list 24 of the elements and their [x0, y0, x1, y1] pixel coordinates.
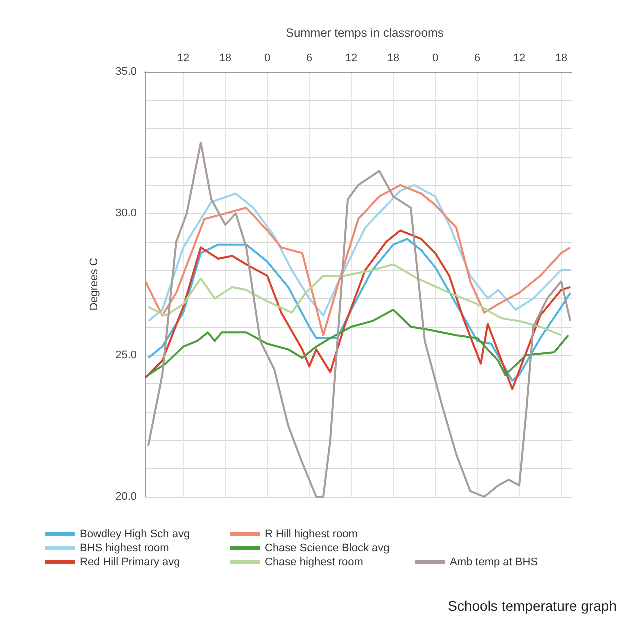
legend-label: Chase highest room [265, 556, 364, 568]
y-tick-label: 35.0 [116, 66, 137, 78]
x-tick-label: 0 [264, 52, 271, 64]
legend-label: R Hill highest room [265, 528, 358, 540]
x-tick-label: 12 [345, 52, 358, 64]
x-tick-label: 18 [219, 52, 232, 64]
x-tick-label: 12 [513, 52, 526, 64]
x-tick-label: 6 [306, 52, 313, 64]
legend-label: Chase Science Block avg [265, 542, 390, 554]
x-tick-label: 18 [387, 52, 400, 64]
y-tick-label: 25.0 [116, 349, 137, 362]
y-axis-title: Degrees C [88, 258, 100, 311]
x-tick-label: 18 [555, 52, 568, 64]
chart-title: Summer temps in classrooms [286, 26, 444, 40]
y-tick-label: 20.0 [116, 491, 137, 503]
x-tick-label: 6 [474, 52, 481, 64]
y-tick-label: 30.0 [116, 208, 137, 220]
legend-label: Red Hill Primary avg [80, 556, 180, 568]
x-tick-label: 12 [177, 52, 190, 64]
legend-label: BHS highest room [80, 542, 170, 554]
x-tick-label: 0 [432, 52, 439, 64]
legend-label: Amb temp at BHS [450, 556, 538, 568]
legend-label: Bowdley High Sch avg [80, 528, 190, 540]
text: Schools temperature graph [448, 598, 617, 614]
